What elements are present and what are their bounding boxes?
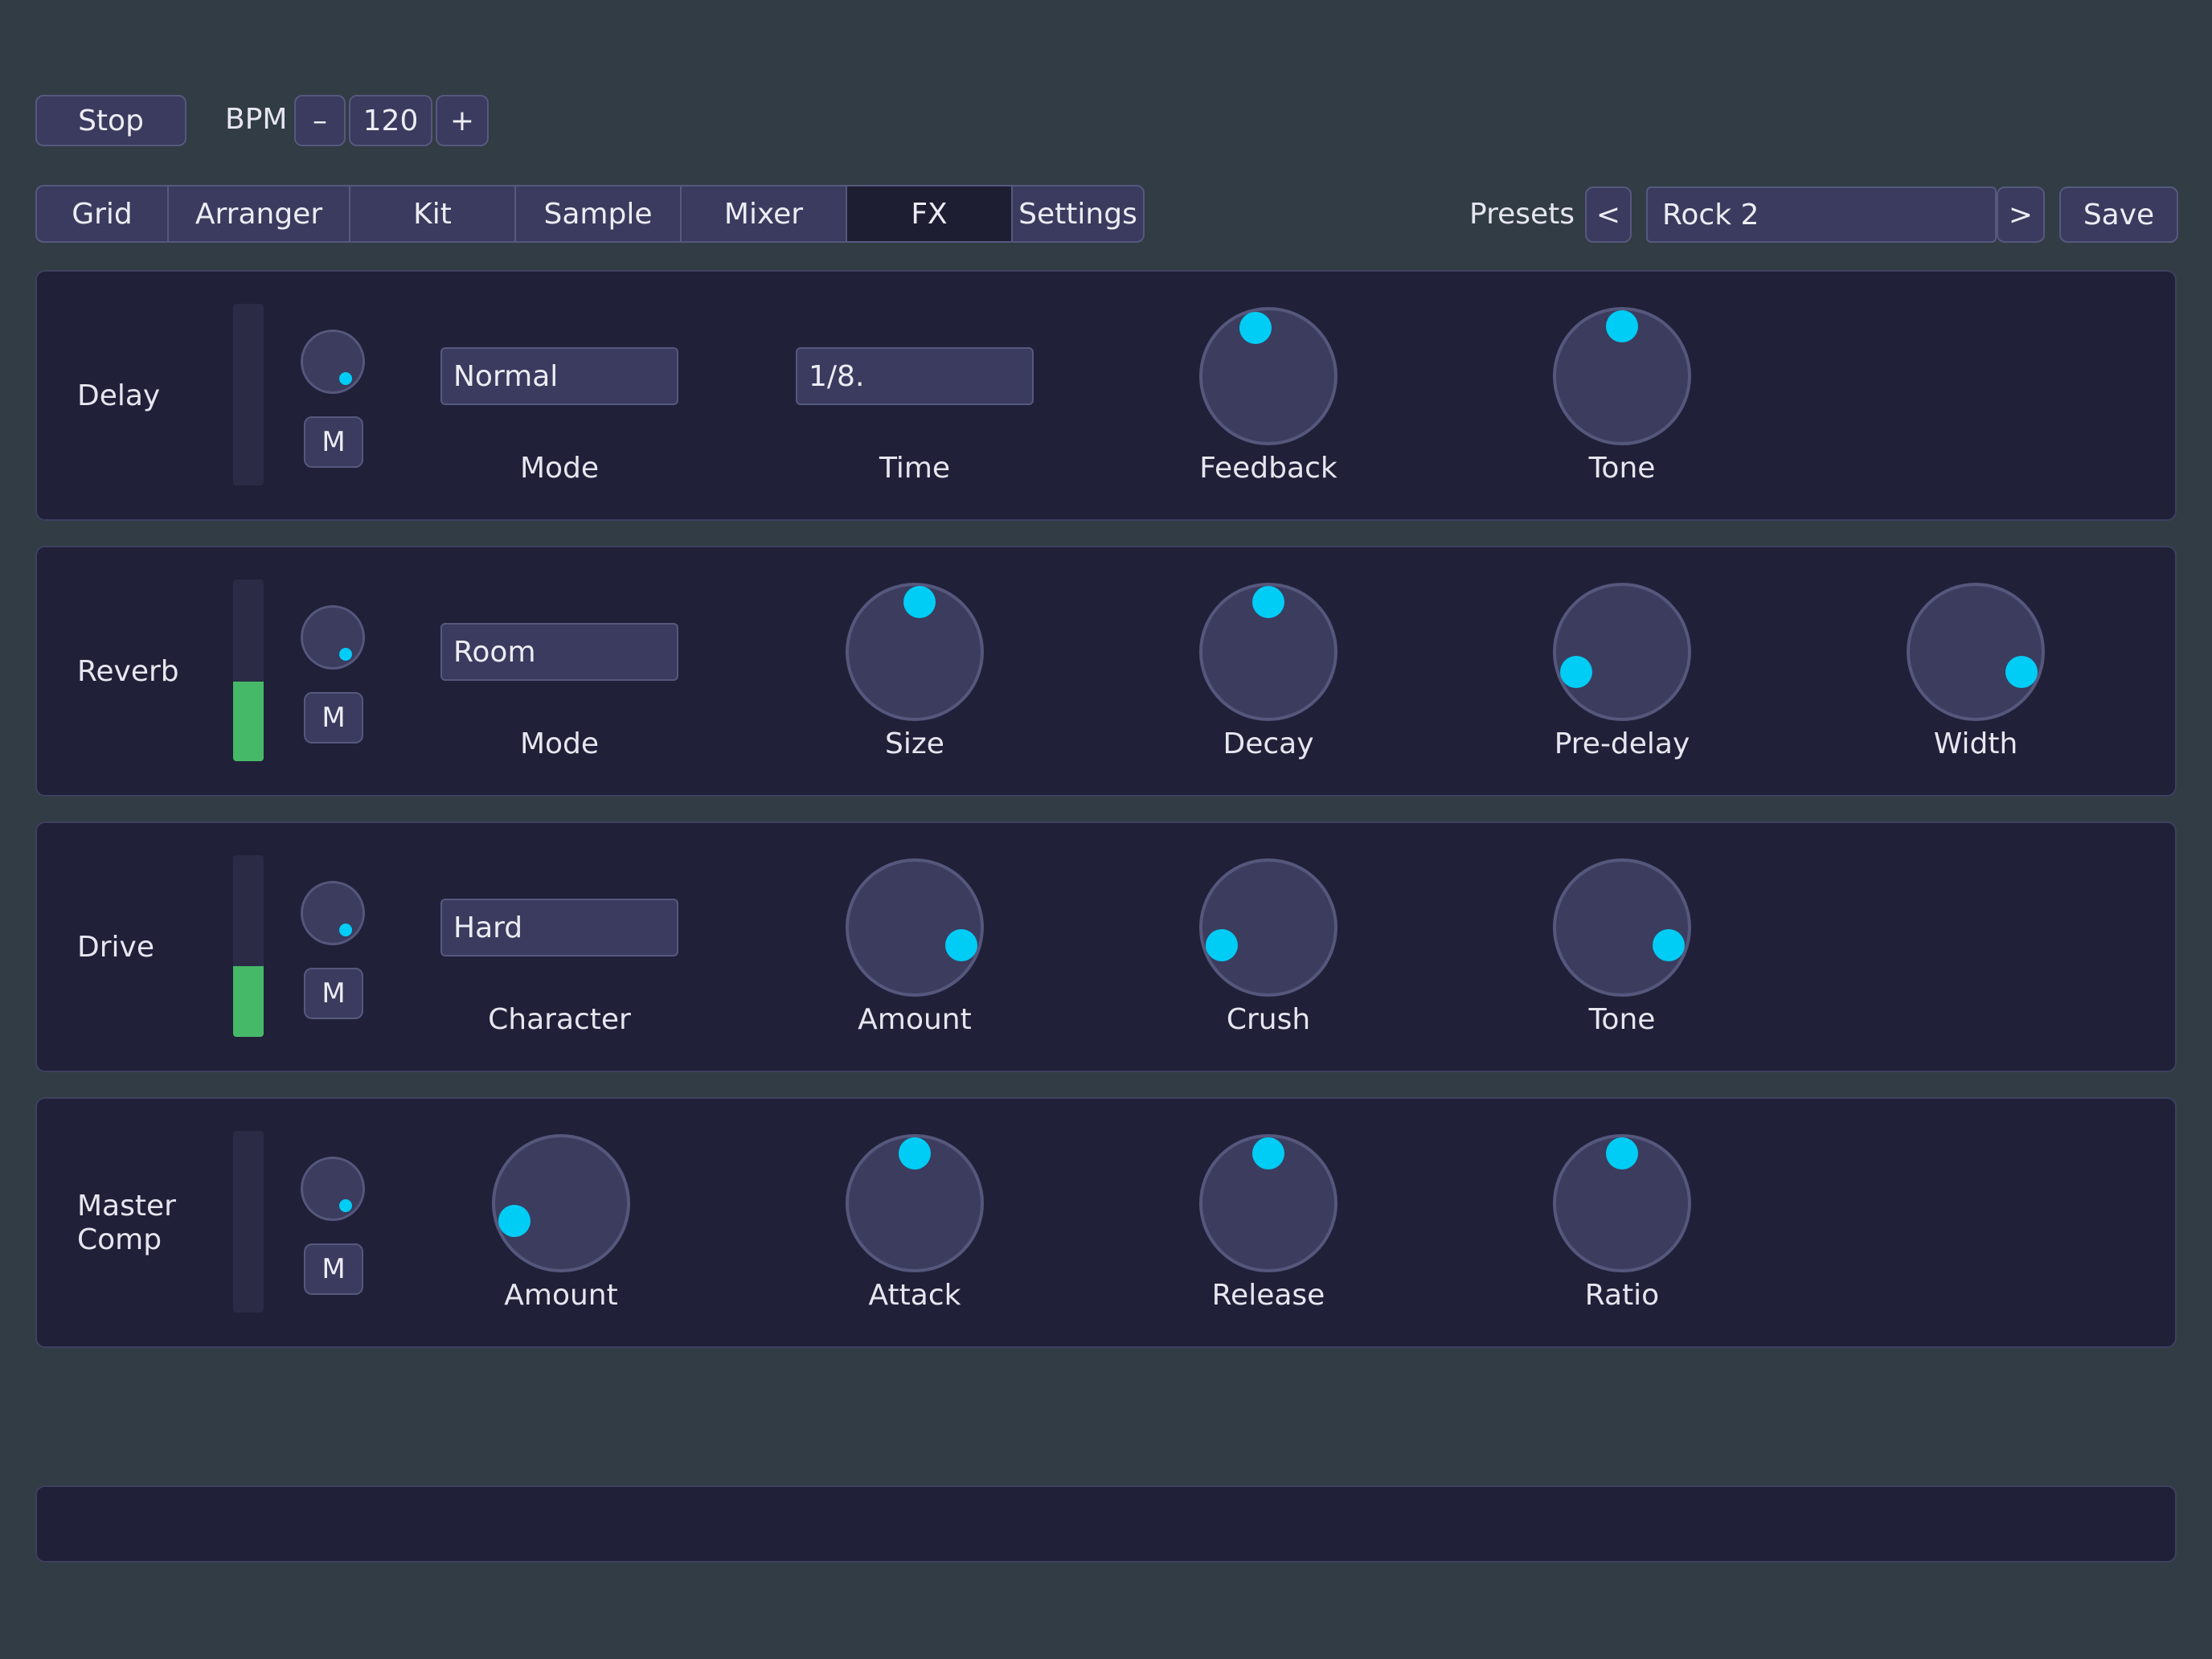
character-select[interactable]: Hard: [440, 899, 678, 956]
tab-mixer[interactable]: Mixer: [682, 186, 847, 241]
time-select[interactable]: 1/8.: [796, 347, 1034, 405]
amount-knob[interactable]: [492, 1134, 630, 1272]
knob-indicator: [2005, 656, 2038, 689]
fx-panel-delay: Delay M Normal Mode 1/8. Time Feedback T…: [35, 270, 2177, 521]
mode-select[interactable]: Room: [440, 623, 678, 681]
panel-title: Reverb: [77, 655, 179, 688]
knob-indicator: [1239, 312, 1272, 345]
attack-label: Attack: [868, 1279, 961, 1312]
tab-kit[interactable]: Kit: [350, 186, 516, 241]
amount-knob[interactable]: [846, 858, 984, 997]
tab-arranger[interactable]: Arranger: [169, 186, 350, 241]
status-bar: [35, 1485, 2177, 1563]
preset-next-button[interactable]: >: [1997, 186, 2045, 243]
release-knob[interactable]: [1199, 1134, 1337, 1272]
tab-fx[interactable]: FX: [847, 186, 1013, 241]
feedback-knob[interactable]: [1199, 307, 1337, 445]
pre-delay-knob[interactable]: [1553, 583, 1691, 721]
ratio-knob[interactable]: [1553, 1134, 1691, 1272]
knob-indicator: [1606, 1137, 1638, 1169]
knob-indicator: [903, 586, 936, 619]
amount-label: Amount: [504, 1279, 618, 1312]
knob-indicator: [1252, 1137, 1284, 1169]
stop-button[interactable]: Stop: [35, 95, 186, 146]
tone-knob[interactable]: [1553, 858, 1691, 997]
send-knob[interactable]: [301, 881, 365, 945]
size-label: Size: [885, 727, 944, 760]
knob-indicator: [944, 929, 977, 962]
knob-indicator: [1252, 586, 1284, 618]
tone-label: Tone: [1588, 1003, 1656, 1036]
knob-indicator: [899, 1137, 931, 1169]
mute-button[interactable]: M: [304, 692, 363, 743]
attack-knob[interactable]: [846, 1134, 984, 1272]
knob-indicator: [339, 924, 352, 936]
amount-label: Amount: [858, 1003, 972, 1036]
panel-title: Master Comp: [77, 1190, 176, 1256]
tone-label: Tone: [1588, 452, 1656, 485]
fx-panel-master-comp: Master Comp M Amount Attack Release Rati…: [35, 1097, 2177, 1348]
size-knob[interactable]: [846, 583, 984, 721]
meter-fill: [233, 681, 264, 761]
width-label: Width: [1933, 727, 2018, 760]
bpm-increment-button[interactable]: +: [436, 95, 489, 146]
pre-delay-label: Pre-delay: [1554, 727, 1690, 760]
mute-button[interactable]: M: [304, 416, 363, 468]
preset-save-button[interactable]: Save: [2059, 186, 2178, 243]
send-knob[interactable]: [301, 330, 365, 394]
tab-grid[interactable]: Grid: [37, 186, 169, 241]
meter-fill: [233, 965, 264, 1037]
time-label: Time: [879, 452, 951, 485]
fx-panel-drive: Drive M Hard Character Amount Crush Tone: [35, 821, 2177, 1072]
panel-title: Drive: [77, 931, 154, 964]
send-knob[interactable]: [301, 1157, 365, 1221]
mute-button[interactable]: M: [304, 968, 363, 1019]
presets-label: Presets: [1469, 198, 1575, 231]
bpm-value-field[interactable]: 120: [349, 95, 432, 146]
knob-indicator: [1560, 656, 1593, 689]
tab-bar: Grid Arranger Kit Sample Mixer FX Settin…: [35, 185, 1145, 243]
mode-label: Mode: [519, 727, 600, 760]
tone-knob[interactable]: [1553, 307, 1691, 445]
knob-indicator: [1606, 310, 1638, 342]
send-knob[interactable]: [301, 605, 365, 670]
level-meter: [233, 580, 264, 761]
panel-title: Delay: [77, 379, 161, 412]
level-meter: [233, 855, 264, 1037]
decay-label: Decay: [1223, 727, 1314, 760]
ratio-label: Ratio: [1584, 1279, 1660, 1312]
level-meter: [233, 1131, 264, 1313]
preset-prev-button[interactable]: <: [1585, 186, 1632, 243]
knob-indicator: [339, 372, 352, 385]
knob-indicator: [339, 1199, 352, 1212]
mode-select[interactable]: Normal: [440, 347, 678, 405]
tab-settings[interactable]: Settings: [1018, 197, 1137, 231]
mute-button[interactable]: M: [304, 1243, 363, 1295]
character-label: Character: [488, 1003, 631, 1036]
knob-indicator: [498, 1205, 531, 1238]
bpm-label: BPM: [225, 103, 288, 136]
mode-label: Mode: [519, 452, 600, 485]
crush-label: Crush: [1226, 1003, 1311, 1036]
knob-indicator: [1652, 929, 1685, 962]
crush-knob[interactable]: [1199, 858, 1337, 997]
width-knob[interactable]: [1907, 583, 2045, 721]
tab-sample[interactable]: Sample: [516, 186, 682, 241]
preset-name-field[interactable]: Rock 2: [1646, 186, 1997, 243]
bpm-decrement-button[interactable]: –: [294, 95, 346, 146]
knob-indicator: [1206, 929, 1239, 962]
level-meter: [233, 304, 264, 485]
release-label: Release: [1211, 1279, 1325, 1312]
fx-panel-reverb: Reverb M Room Mode Size Decay Pre-delay …: [35, 546, 2177, 797]
feedback-label: Feedback: [1199, 452, 1337, 485]
knob-indicator: [339, 648, 352, 661]
decay-knob[interactable]: [1199, 583, 1337, 721]
